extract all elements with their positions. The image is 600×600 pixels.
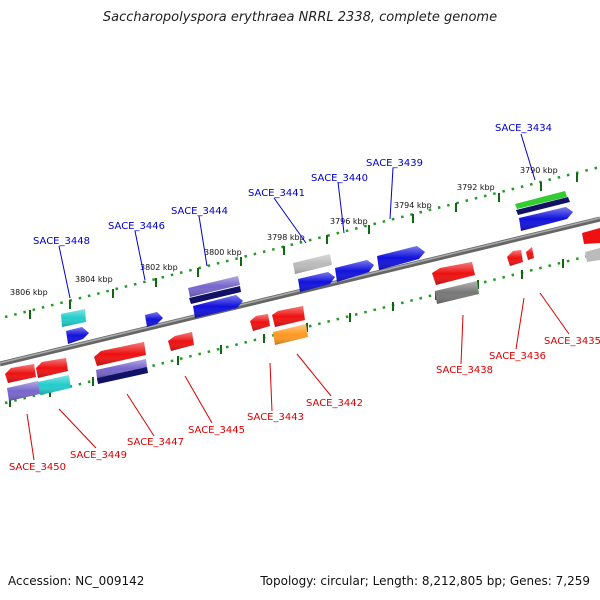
gene-glyph-SACE_3439[interactable] — [377, 246, 425, 270]
gene-glyph-SACE_3447[interactable] — [94, 342, 148, 384]
tick-label-3802: 3802 kbp — [140, 263, 178, 272]
gene-label-SACE_3448[interactable]: SACE_3448 — [33, 236, 90, 247]
gene-glyph-SACE_3448[interactable] — [61, 309, 89, 344]
accession-text: Accession: NC_009142 — [8, 574, 145, 588]
gene-label-SACE_3442[interactable]: SACE_3442 — [306, 398, 363, 409]
reverse-label-leaders — [26, 292, 570, 461]
gene-label-SACE_3435[interactable]: SACE_3435 — [544, 336, 600, 347]
tick-label-3806: 3806 kbp — [10, 288, 48, 297]
gene-glyph-SACE_3442[interactable] — [272, 306, 308, 345]
gene-label-SACE_3443[interactable]: SACE_3443 — [247, 412, 304, 423]
gene-label-SACE_3445[interactable]: SACE_3445 — [188, 425, 245, 436]
forward-label-leaders — [58, 133, 536, 299]
gene-glyph-SACE_3444[interactable] — [188, 276, 243, 318]
tick-label-3790: 3790 kbp — [520, 166, 558, 175]
gene-glyph-SACE_3434[interactable] — [515, 191, 600, 262]
gene-label-SACE_3441[interactable]: SACE_3441 — [248, 188, 305, 199]
gene-glyph-SACE_3438[interactable] — [432, 262, 479, 304]
gene-label-SACE_3440[interactable]: SACE_3440 — [311, 173, 368, 184]
gene-glyph-SACE_3440[interactable] — [335, 260, 374, 282]
gene-label-SACE_3438[interactable]: SACE_3438 — [436, 365, 493, 376]
map-title: Saccharopolyspora erythraea NRRL 2338, c… — [102, 10, 498, 25]
gene-glyph-SACE_3436[interactable] — [507, 250, 523, 266]
forward-genes — [61, 191, 600, 344]
tick-label-3796: 3796 kbp — [330, 217, 368, 226]
gene-label-SACE_3434[interactable]: SACE_3434 — [495, 123, 552, 134]
tick-label-3800: 3800 kbp — [204, 248, 242, 257]
genome-summary-text: Topology: circular; Length: 8,212,805 bp… — [260, 574, 590, 588]
gene-label-SACE_3449[interactable]: SACE_3449 — [70, 450, 127, 461]
gene-glyph-SACE_3445[interactable] — [168, 332, 194, 351]
gene-label-SACE_3450[interactable]: SACE_3450 — [9, 462, 66, 473]
gene-label-SACE_3436[interactable]: SACE_3436 — [489, 351, 546, 362]
gene-glyph-SACE_3450[interactable] — [5, 364, 40, 401]
gene-label-SACE_3444[interactable]: SACE_3444 — [171, 206, 228, 217]
gene-glyph-SACE_3443[interactable] — [250, 314, 270, 331]
tick-label-3792: 3792 kbp — [457, 183, 495, 192]
gene-glyph-SACE_3435[interactable] — [526, 247, 534, 260]
upper-ruler-ticks — [29, 173, 578, 319]
gene-label-SACE_3446[interactable]: SACE_3446 — [108, 221, 165, 232]
gene-label-SACE_3439[interactable]: SACE_3439 — [366, 158, 423, 169]
tick-label-3798: 3798 kbp — [267, 233, 305, 242]
reverse-genes — [5, 247, 534, 401]
gene-glyph-SACE_3441[interactable] — [293, 254, 335, 292]
tick-label-3804: 3804 kbp — [75, 275, 113, 284]
gene-glyph-SACE_3449[interactable] — [36, 358, 71, 395]
tick-label-3794: 3794 kbp — [394, 201, 432, 210]
gene-label-SACE_3447[interactable]: SACE_3447 — [127, 437, 184, 448]
gene-glyph-SACE_3446[interactable] — [145, 312, 163, 327]
